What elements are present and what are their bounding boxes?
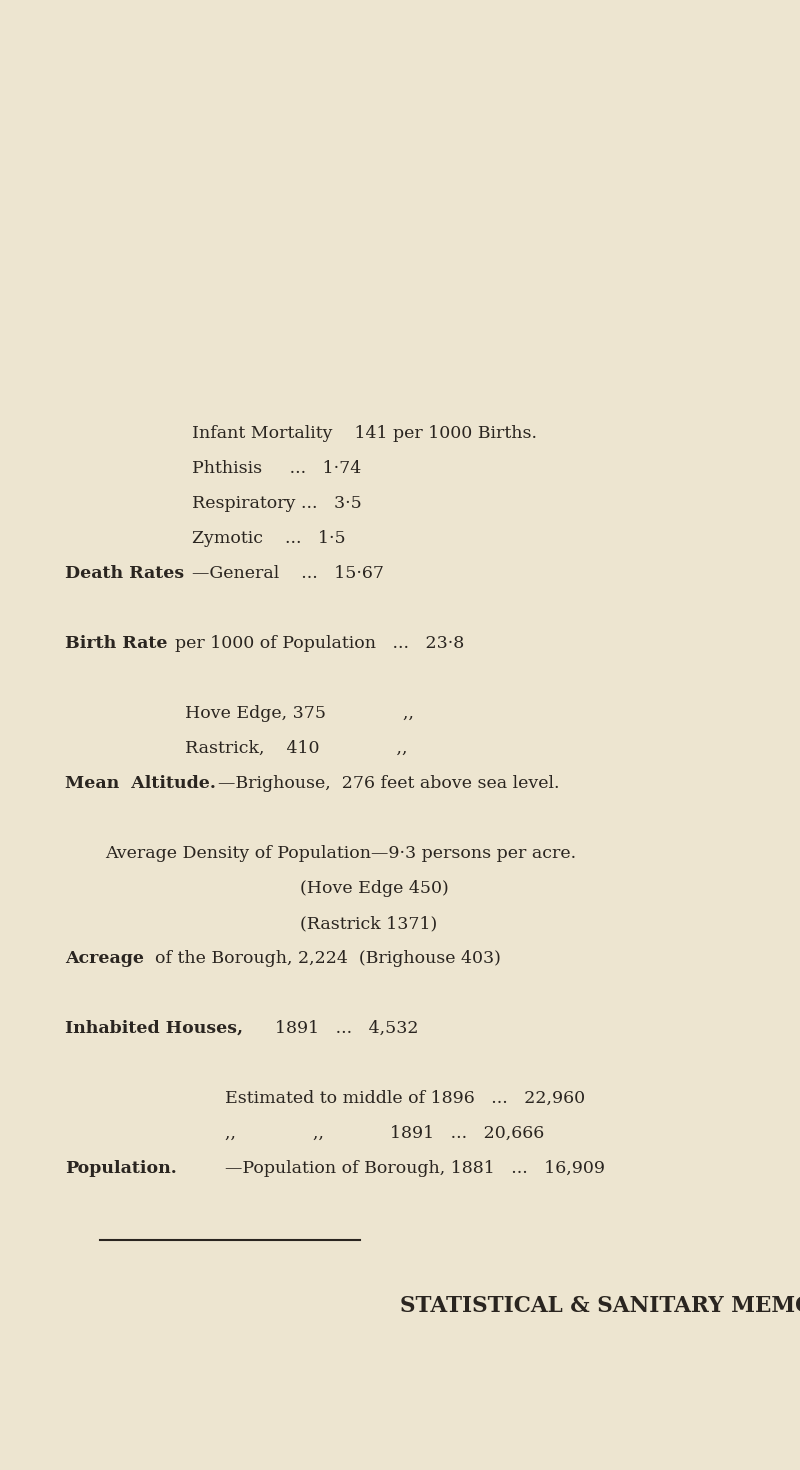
Text: —General    ...   15·67: —General ... 15·67: [192, 564, 384, 582]
Text: Birth Rate: Birth Rate: [65, 635, 167, 653]
Text: per 1000 of Population   ...   23·8: per 1000 of Population ... 23·8: [175, 635, 464, 653]
Text: Death Rates: Death Rates: [65, 564, 184, 582]
Text: Estimated to middle of 1896   ...   22,960: Estimated to middle of 1896 ... 22,960: [225, 1089, 585, 1107]
Text: of the Borough, 2,224  (Brighouse 403): of the Borough, 2,224 (Brighouse 403): [155, 950, 501, 967]
Text: Inhabited Houses,: Inhabited Houses,: [65, 1020, 243, 1036]
Text: Infant Mortality    141 per 1000 Births.: Infant Mortality 141 per 1000 Births.: [192, 425, 537, 442]
Text: Average Density of Population—9·3 persons per acre.: Average Density of Population—9·3 person…: [105, 845, 576, 861]
Text: Acreage: Acreage: [65, 950, 144, 967]
Text: Mean  Altitude.: Mean Altitude.: [65, 775, 216, 792]
Text: ,,              ,,            1891   ...   20,666: ,, ,, 1891 ... 20,666: [225, 1125, 544, 1142]
Text: (Rastrick 1371): (Rastrick 1371): [300, 914, 438, 932]
Text: Hove Edge, 375              ,,: Hove Edge, 375 ,,: [185, 706, 414, 722]
Text: Respiratory ...   3·5: Respiratory ... 3·5: [192, 495, 362, 512]
Text: —Population of Borough, 1881   ...   16,909: —Population of Borough, 1881 ... 16,909: [225, 1160, 605, 1177]
Text: Population.: Population.: [65, 1160, 177, 1177]
Text: Phthisis     ...   1·74: Phthisis ... 1·74: [192, 460, 362, 476]
Text: Zymotic    ...   1·5: Zymotic ... 1·5: [192, 531, 346, 547]
Text: 1891   ...   4,532: 1891 ... 4,532: [275, 1020, 418, 1036]
Text: Rastrick,    410              ,,: Rastrick, 410 ,,: [185, 739, 407, 757]
Text: —Brighouse,  276 feet above sea level.: —Brighouse, 276 feet above sea level.: [218, 775, 559, 792]
Text: (Hove Edge 450): (Hove Edge 450): [300, 881, 449, 897]
Text: STATISTICAL & SANITARY MEMORANDA, 1896.: STATISTICAL & SANITARY MEMORANDA, 1896.: [400, 1295, 800, 1317]
